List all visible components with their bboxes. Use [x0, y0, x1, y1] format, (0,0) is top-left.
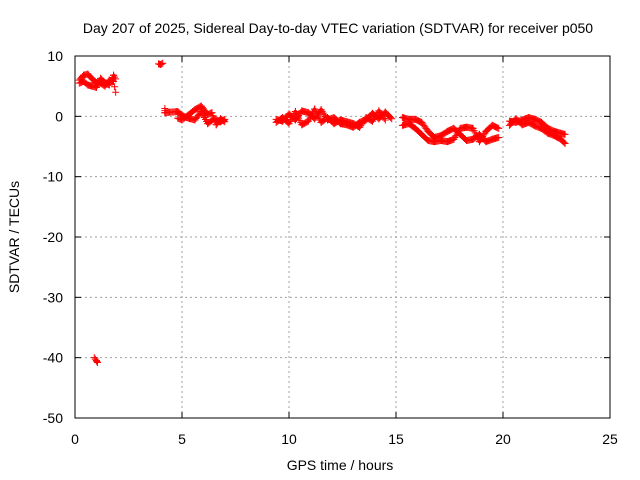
data-point — [208, 109, 216, 117]
data-point — [220, 117, 228, 125]
data-point — [93, 358, 101, 366]
data-point — [221, 118, 229, 126]
grid-layer — [75, 56, 610, 418]
data-point — [451, 133, 459, 141]
x-axis-label: GPS time / hours — [287, 457, 394, 473]
data-point — [495, 124, 503, 132]
x-tick-label: 25 — [602, 431, 618, 447]
y-tick-label: 0 — [55, 108, 63, 124]
data-point — [560, 138, 568, 146]
x-tick-label: 20 — [495, 431, 511, 447]
data-point — [111, 73, 119, 81]
data-point — [450, 135, 458, 143]
data-point — [159, 59, 167, 67]
data-points — [75, 59, 569, 366]
data-point — [209, 112, 217, 120]
data-point — [561, 130, 569, 138]
data-point — [388, 115, 396, 123]
data-point — [210, 115, 218, 123]
data-point — [92, 357, 100, 365]
data-point — [494, 124, 502, 132]
data-point — [93, 358, 101, 366]
y-tick-label: -30 — [43, 289, 63, 305]
data-point — [111, 83, 119, 91]
data-point — [453, 130, 461, 138]
data-point — [380, 114, 388, 122]
data-point — [452, 132, 460, 140]
data-point — [381, 116, 389, 124]
data-point — [495, 133, 503, 141]
data-point — [561, 139, 569, 147]
axes-layer: 0 5 10 15 20 25 -50 -40 -30 -20 -10 0 10 — [43, 48, 618, 447]
chart-title: Day 207 of 2025, Sidereal Day-to-day VTE… — [83, 20, 593, 36]
data-point — [110, 71, 118, 79]
y-tick-label: -10 — [43, 169, 63, 185]
y-tick-label: -40 — [43, 350, 63, 366]
data-point — [387, 114, 395, 122]
y-tick-label: -50 — [43, 410, 63, 426]
data-point — [158, 60, 166, 68]
x-tick-label: 10 — [281, 431, 297, 447]
data-point — [112, 75, 120, 83]
x-tick-label: 5 — [178, 431, 186, 447]
data-point — [112, 88, 120, 96]
y-tick-label: 10 — [47, 48, 63, 64]
x-tick-label: 15 — [388, 431, 404, 447]
data-point — [454, 128, 462, 136]
x-tick-label: 0 — [71, 431, 79, 447]
y-tick-label: -20 — [43, 229, 63, 245]
y-axis-label: SDTVAR / TECUs — [6, 181, 22, 293]
